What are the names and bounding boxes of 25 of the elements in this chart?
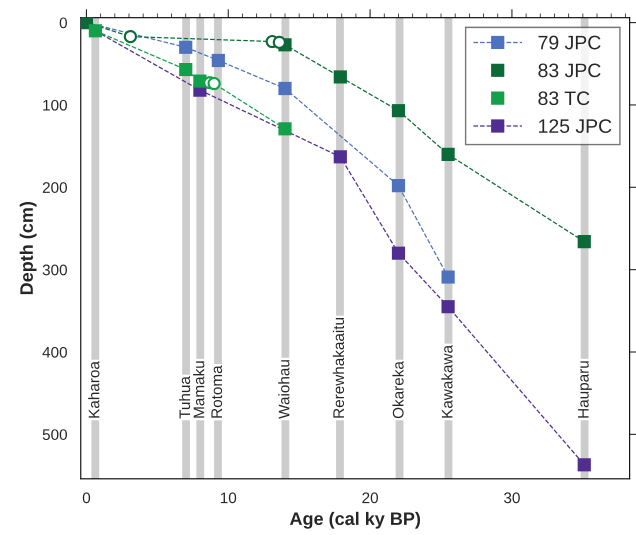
band-label: Hauparu bbox=[578, 361, 592, 418]
band-label: Okareka bbox=[392, 361, 404, 418]
y-tick-label: 100 bbox=[43, 100, 67, 111]
y-tick-label: 400 bbox=[42, 346, 67, 358]
y-tick-label: 300 bbox=[42, 264, 67, 276]
x-tick-label: 30 bbox=[504, 492, 520, 504]
legend-label: 125 JPC bbox=[539, 119, 612, 133]
y-tick-label: 500 bbox=[42, 429, 67, 440]
band-label: Kaharoa bbox=[88, 361, 100, 418]
band-label: Rotoma bbox=[211, 365, 222, 418]
band-label: Waiohau bbox=[278, 360, 290, 419]
x-axis-title: Age (cal ky BP) bbox=[290, 512, 420, 529]
legend-label: 79 JPC bbox=[538, 36, 601, 50]
band-label: Tuhua bbox=[178, 376, 190, 419]
x-tick-label: 0 bbox=[82, 492, 90, 504]
y-axis-title: Depth (cm) bbox=[20, 202, 37, 294]
y-tick-label: 200 bbox=[42, 182, 67, 193]
band-label: Rerewhakaaitu bbox=[332, 318, 344, 418]
x-tick-label: 10 bbox=[220, 492, 236, 504]
band-label: Mamaku bbox=[193, 361, 204, 418]
legend-label: 83 JPC bbox=[538, 64, 601, 78]
x-tick-label: 20 bbox=[362, 492, 378, 504]
band-label: Kawakawa bbox=[441, 344, 453, 418]
legend-label: 83 TC bbox=[538, 91, 590, 106]
y-tick-label: 0 bbox=[60, 17, 67, 28]
